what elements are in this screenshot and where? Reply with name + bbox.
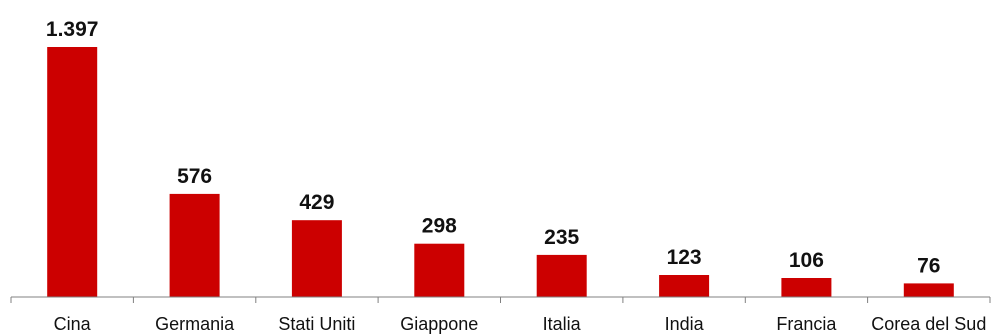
category-label: Stati Uniti [278,314,355,334]
data-label: 106 [789,249,824,272]
category-label: India [665,314,705,334]
bar-india [659,275,710,297]
value-labels-group: 1.397 576 429 298 235 123 106 76 [46,18,941,277]
category-labels-group: Cina Germania Stati Uniti Giappone Italia Ind… [54,314,987,334]
category-label: Giappone [400,314,478,334]
data-label: 298 [422,215,457,238]
data-label: 76 [917,254,940,277]
x-axis [10,296,991,303]
category-label: Cina [54,314,92,334]
category-label: Corea del Sud [871,314,986,334]
data-label: 429 [299,191,334,214]
bar-corea-del-sud [903,283,954,297]
bars-group [47,47,954,297]
data-label: 235 [544,226,579,249]
category-label: Germania [155,314,235,334]
bar-giappone [414,243,465,297]
bar-stati-uniti [291,220,342,297]
data-label: 123 [667,246,702,269]
category-label: Italia [543,314,582,334]
bar-francia [781,278,832,297]
data-label: 1.397 [46,18,99,41]
bar-cina [47,47,98,297]
data-label: 576 [177,165,212,188]
category-label: Francia [776,314,837,334]
bar-germania [169,193,220,297]
bar-italia [536,254,587,297]
